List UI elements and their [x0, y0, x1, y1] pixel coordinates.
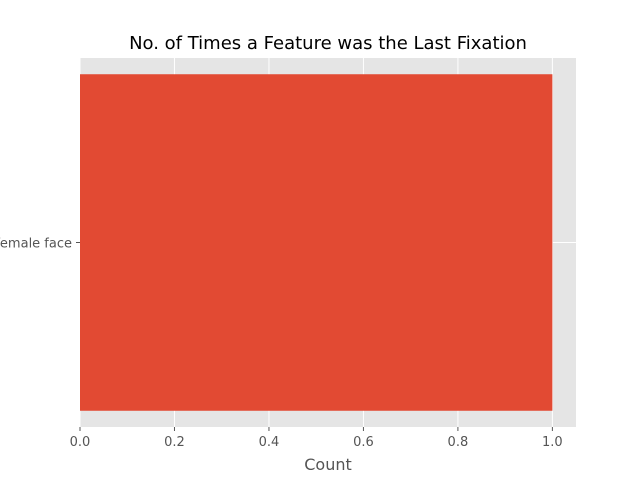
x-axis-label: Count [304, 455, 352, 474]
x-tick-label: 0.6 [353, 435, 374, 450]
x-axis-ticks: 0.0 0.2 0.4 0.6 0.8 1.0 [70, 427, 563, 450]
x-tick-label: 1.0 [542, 435, 563, 450]
x-tick-label: 0.2 [164, 435, 185, 450]
x-tick-label: 0.4 [259, 435, 280, 450]
y-tick-label: female face [0, 237, 72, 252]
x-tick-label: 0.0 [70, 435, 91, 450]
x-tick-label: 0.8 [448, 435, 469, 450]
bars [80, 74, 553, 411]
bar [80, 74, 553, 411]
y-axis-ticks: female face [0, 237, 80, 252]
chart-title: No. of Times a Feature was the Last Fixa… [129, 33, 527, 54]
